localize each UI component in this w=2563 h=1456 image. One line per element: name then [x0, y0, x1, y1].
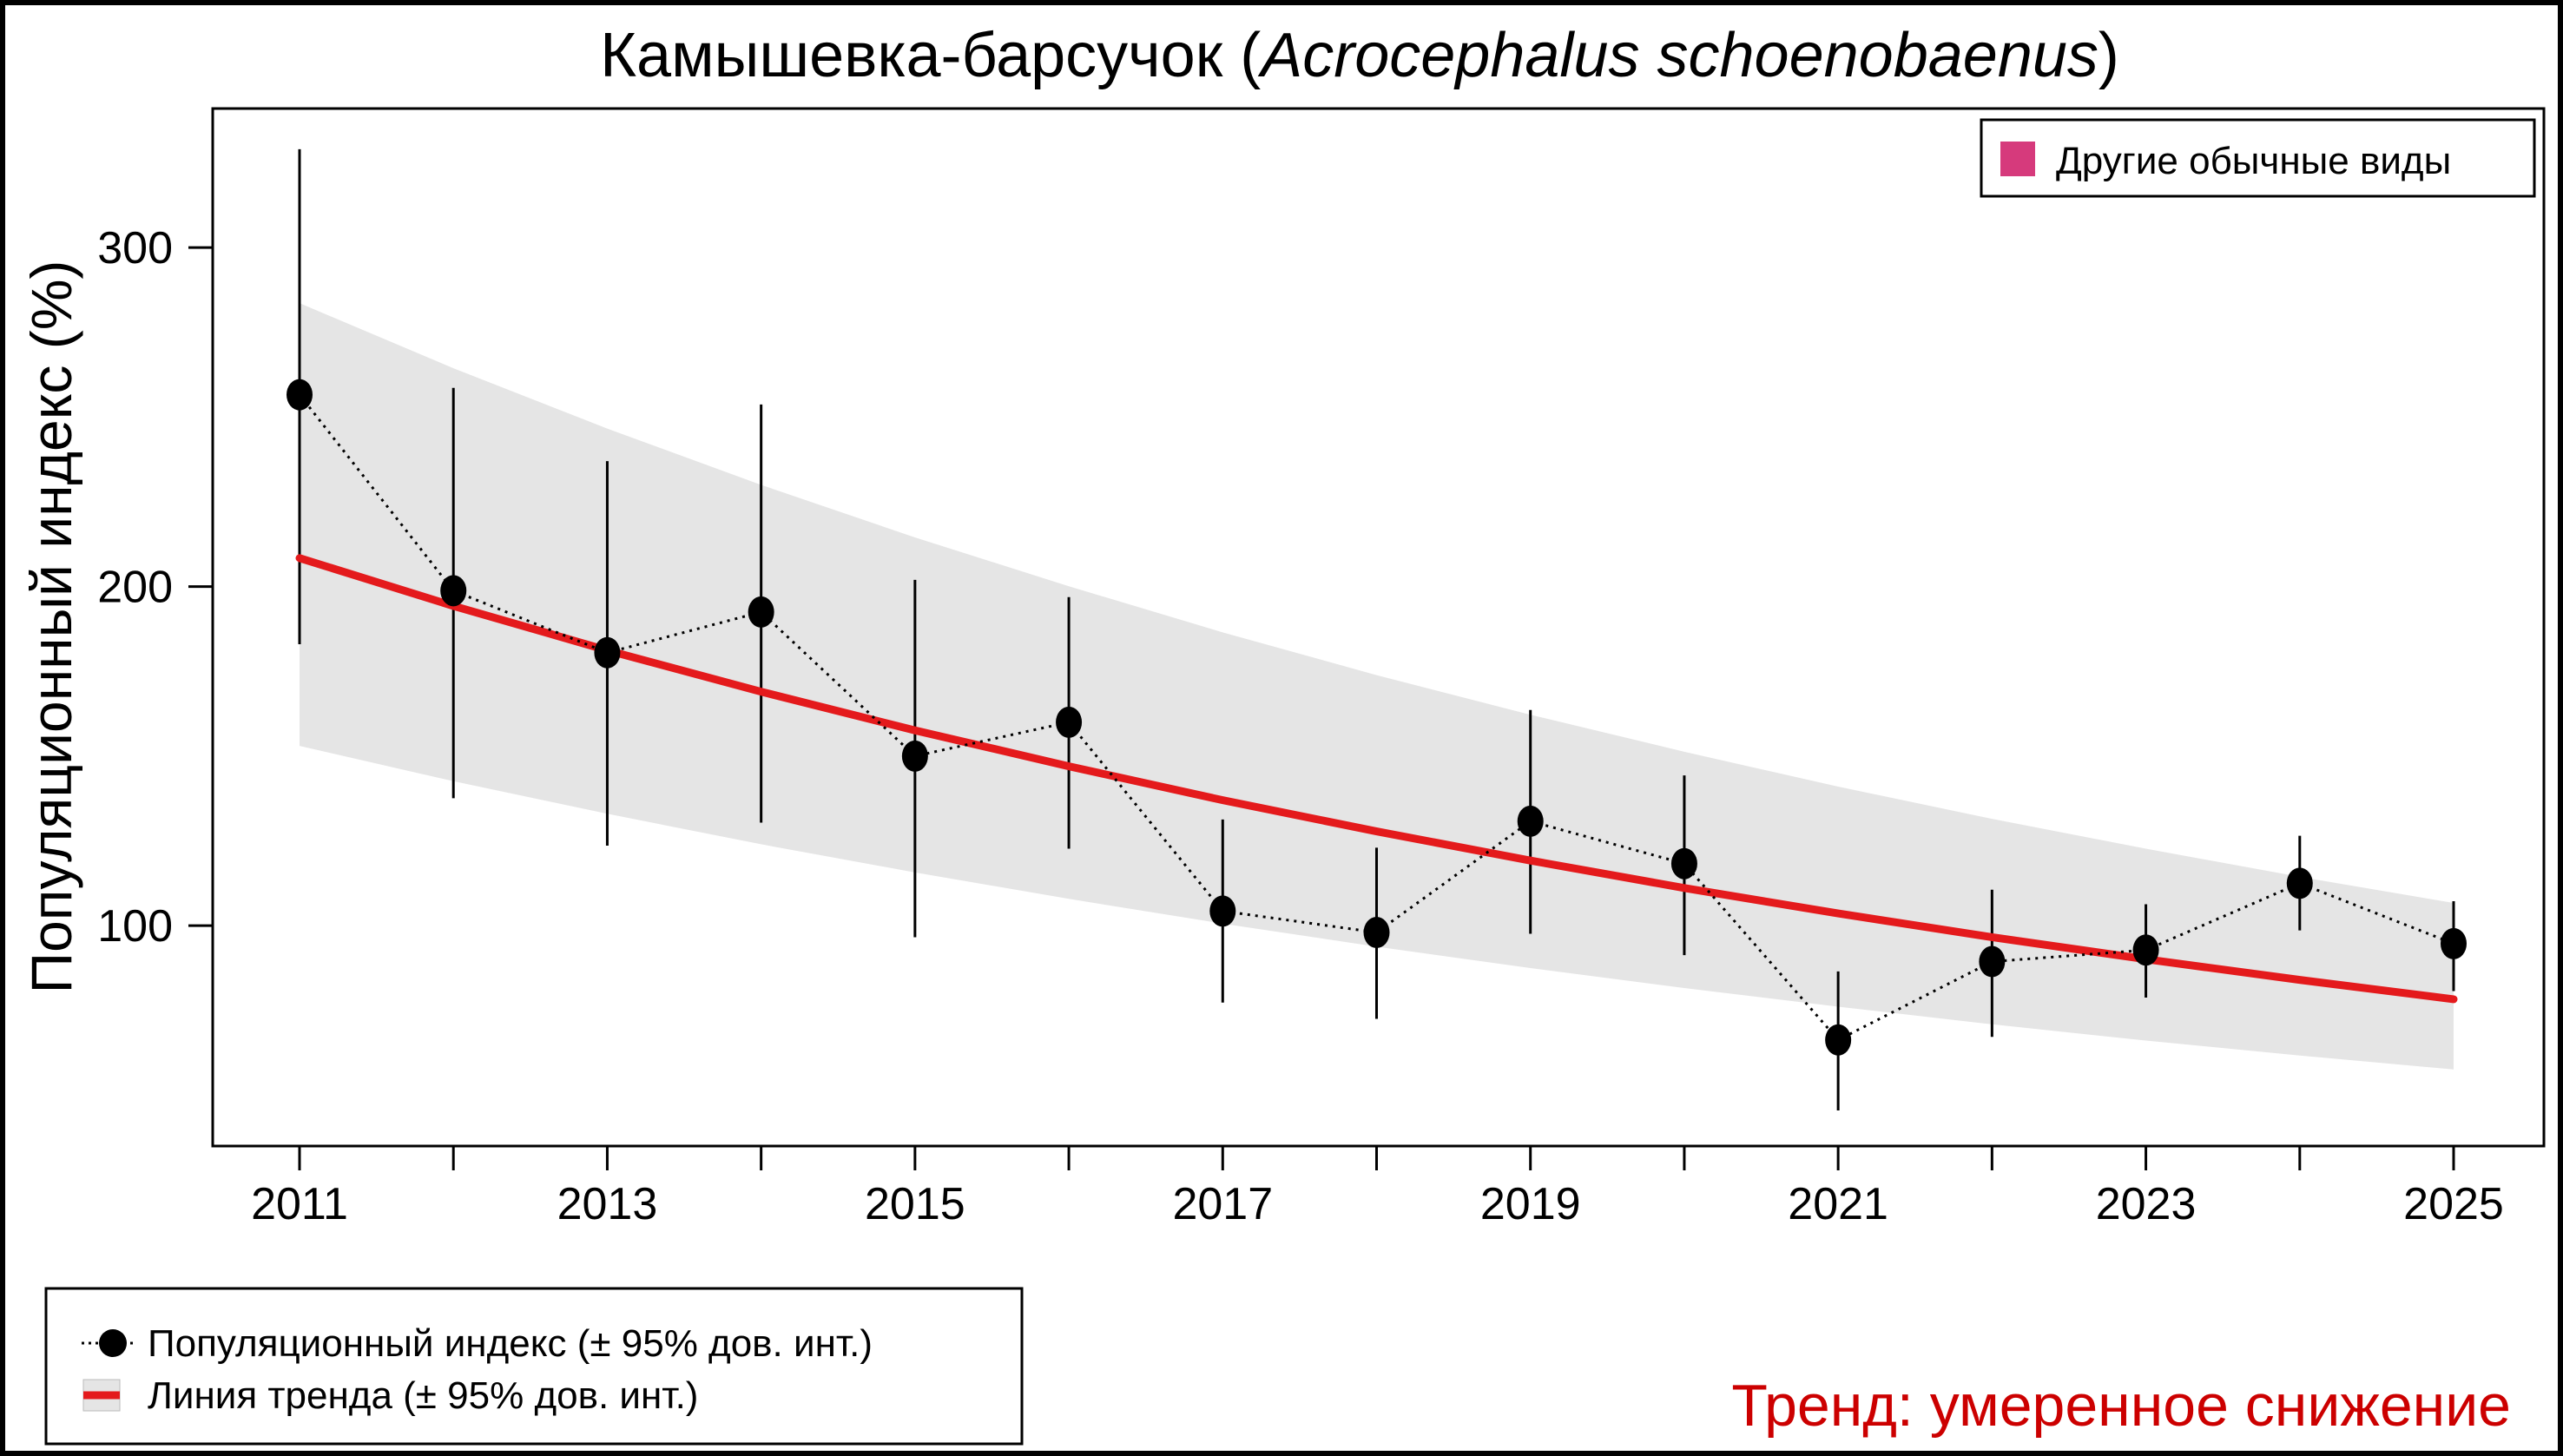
y-axis-label: Популяционный индекс (%) [19, 260, 83, 994]
category-legend-swatch [2000, 142, 2035, 176]
x-tick-label: 2023 [2096, 1179, 2197, 1229]
chart: Камышевка-барсучок (Acrocephalus schoeno… [19, 21, 2546, 1446]
y-tick-label: 200 [97, 563, 173, 613]
legend: Популяционный индекс (± 95% дов. инт.) Л… [44, 1287, 1024, 1446]
trend-confidence-band [300, 303, 2454, 1070]
chart-title: Камышевка-барсучок (Acrocephalus schoeno… [600, 21, 2119, 90]
x-tick-label: 2017 [1172, 1179, 1273, 1229]
data-point-2011 [287, 379, 313, 411]
data-point-2018 [1363, 916, 1390, 948]
data-point-2022 [1979, 945, 2006, 978]
trend-annotation: Тренд: умеренное снижение [1731, 1373, 2511, 1439]
x-tick-label: 2013 [557, 1179, 658, 1229]
x-tick-label: 2025 [2403, 1179, 2504, 1229]
data-point-2019 [1517, 805, 1544, 837]
x-tick-label: 2011 [251, 1179, 348, 1229]
x-tick-label: 2015 [865, 1179, 965, 1229]
category-legend-label: Другие обычные виды [2056, 140, 2451, 182]
data-point-2016 [1056, 706, 1083, 738]
legend-label-index: Популяционный индекс (± 95% дов. инт.) [148, 1322, 873, 1365]
x-tick-label: 2021 [1788, 1179, 1888, 1229]
legend-label-trend: Линия тренда (± 95% дов. инт.) [148, 1374, 698, 1417]
y-tick-label: 300 [97, 223, 173, 273]
data-point-2020 [1670, 847, 1697, 880]
data-point-2012 [440, 575, 467, 607]
data-point-2017 [1209, 895, 1236, 927]
data-point-2013 [594, 636, 621, 669]
y-tick-label: 100 [97, 901, 173, 952]
trend-line [295, 554, 2458, 1004]
data-point-2023 [2132, 934, 2159, 966]
legend-point-marker [99, 1329, 127, 1357]
data-point-2015 [901, 740, 928, 772]
data-point-2014 [748, 596, 774, 628]
data-point-2024 [2286, 867, 2313, 899]
data-point-2025 [2441, 927, 2467, 959]
plot-frame [211, 107, 2546, 1148]
data-point-2021 [1825, 1024, 1852, 1056]
category-legend: Другие обычные виды [1980, 118, 2536, 198]
x-tick-label: 2019 [1480, 1179, 1581, 1229]
